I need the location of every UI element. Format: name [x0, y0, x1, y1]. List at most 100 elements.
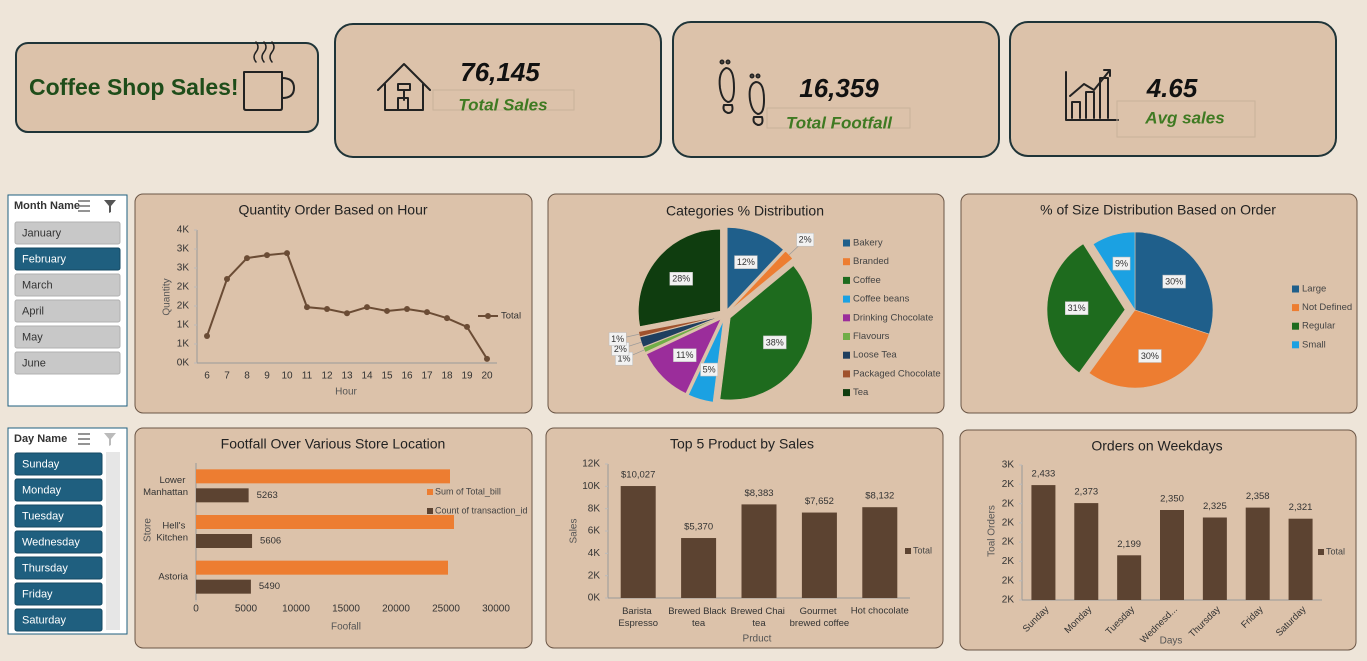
multi-select-icon[interactable]	[78, 433, 90, 445]
y-tick-label: 2K	[1002, 518, 1015, 529]
slicer-item[interactable]	[14, 247, 121, 271]
data-point	[404, 306, 410, 313]
pie-slice	[642, 317, 720, 353]
x-tick-label: 9	[264, 371, 270, 382]
pie-slice	[638, 316, 720, 338]
data-label: 31%	[1068, 303, 1086, 313]
y-tick-label: 2K	[1002, 575, 1015, 586]
slicer-item[interactable]	[14, 299, 121, 323]
x-tick-label: 12	[321, 371, 333, 382]
legend-swatch	[843, 314, 850, 322]
legend-swatch	[843, 295, 850, 303]
x-tick-label: 16	[401, 371, 413, 382]
slicer-item-label[interactable]: June	[22, 357, 46, 369]
x-tick-label: 15	[381, 371, 393, 382]
x-tick-label: 11	[302, 371, 313, 382]
data-point	[244, 255, 250, 262]
data-label-box	[1162, 274, 1186, 289]
slicer-item[interactable]	[14, 556, 103, 580]
legend-swatch	[427, 508, 433, 514]
slicer-item[interactable]	[14, 325, 121, 349]
slicer-item[interactable]	[14, 351, 121, 375]
x-axis-title: Prduct	[743, 634, 772, 645]
bar	[741, 504, 777, 598]
data-label: 2%	[799, 235, 812, 245]
slicer-item[interactable]	[14, 530, 103, 554]
data-label: 2%	[614, 344, 627, 354]
legend-label: Not Defined	[1302, 302, 1352, 313]
kpi-value: 76,145	[460, 57, 540, 87]
category-label: Hell's Kitchen	[156, 520, 188, 543]
y-axis-title: Quantity	[162, 278, 173, 315]
legend-swatch	[1292, 304, 1299, 312]
x-tick-label: 8	[244, 371, 250, 382]
slicer-item[interactable]	[14, 582, 103, 606]
slicer-item-label[interactable]: Monday	[22, 484, 62, 496]
legend-swatch	[843, 276, 850, 284]
legend-swatch	[843, 351, 850, 359]
y-tick-label: 12K	[582, 459, 600, 470]
slicer-item[interactable]	[14, 504, 103, 528]
multi-select-icon[interactable]	[78, 200, 90, 212]
slicer-item-label[interactable]: March	[22, 279, 53, 291]
slicer-item-label[interactable]: Wednesday	[22, 536, 80, 548]
legend-label: Count of transaction_id	[435, 505, 528, 515]
x-tick-label: 13	[341, 371, 353, 382]
bar	[801, 512, 837, 598]
kpi-label-frames	[432, 89, 1256, 138]
slicer-item[interactable]	[14, 478, 103, 502]
slicer-item-label[interactable]: Sunday	[22, 458, 60, 470]
x-tick-label: 25000	[432, 604, 460, 615]
legend-swatch	[1292, 285, 1299, 293]
slicer-item[interactable]	[14, 221, 121, 245]
x-axis-title: Hour	[335, 387, 357, 398]
bar	[196, 488, 249, 503]
data-point	[464, 323, 470, 330]
slicer-item-label[interactable]: Thursday	[22, 562, 68, 574]
slicer-item-label[interactable]: May	[22, 331, 43, 343]
chart-title: % of Size Distribution Based on Order	[1040, 202, 1276, 218]
footprints-icon	[718, 59, 765, 126]
y-tick-label: 1K	[177, 339, 190, 350]
y-tick-label: 0K	[588, 593, 601, 604]
kpi-label: Total Sales	[458, 95, 547, 114]
y-tick-label: 3K	[177, 244, 190, 255]
bar	[196, 579, 251, 594]
clear-filter-icon[interactable]	[104, 200, 116, 213]
legend-label: Loose Tea	[853, 350, 897, 361]
legend-swatch	[1292, 341, 1299, 349]
bar	[1074, 503, 1099, 600]
x-tick-label: Hot chocolate	[851, 606, 909, 617]
pie-slice	[719, 265, 813, 401]
kpi-value: 4.65	[1146, 73, 1198, 103]
slicer-item-label[interactable]: Friday	[22, 588, 53, 600]
category-label: Astoria	[158, 572, 188, 583]
growth-chart-icon	[1065, 69, 1119, 121]
legend-label: Tea	[853, 387, 869, 398]
slicer-item-label[interactable]: February	[22, 253, 67, 265]
slicer-item-label[interactable]: Tuesday	[22, 510, 64, 522]
slicer-title: Day Name	[14, 433, 67, 445]
slicer-item[interactable]	[14, 452, 103, 476]
legend-label: Drinking Chocolate	[853, 312, 933, 323]
data-label: 2,321	[1289, 502, 1313, 513]
slicer-item-label[interactable]: April	[22, 305, 44, 317]
data-point	[424, 309, 430, 316]
bar	[620, 486, 656, 598]
data-label-box	[734, 255, 758, 269]
data-label: 5490	[259, 581, 280, 592]
y-tick-label: 2K	[1002, 556, 1015, 567]
x-tick-label: 5000	[235, 604, 258, 615]
legend-label: Bakery	[853, 238, 883, 249]
slicer-item[interactable]	[14, 608, 103, 632]
bar	[196, 469, 450, 484]
legend-label: Total	[501, 311, 521, 322]
data-label: 2,199	[1117, 539, 1141, 550]
slicer-item[interactable]	[14, 273, 121, 297]
y-tick-label: 2K	[177, 282, 190, 293]
clear-filter-icon[interactable]	[104, 433, 116, 446]
slicer-item-label[interactable]: January	[22, 227, 62, 239]
x-axis-title: Days	[1160, 636, 1183, 647]
slicer-item-label[interactable]: Saturday	[22, 614, 67, 626]
